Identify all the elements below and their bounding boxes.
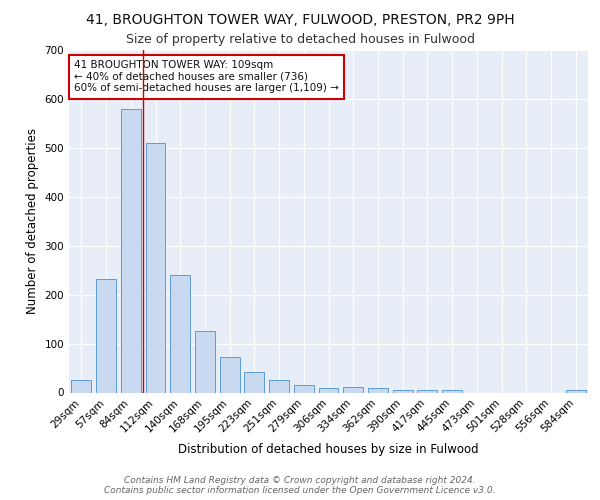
Bar [418, 390, 437, 392]
X-axis label: Distribution of detached houses by size in Fulwood: Distribution of detached houses by size … [178, 442, 479, 456]
Bar [96, 279, 116, 392]
Bar [393, 390, 413, 392]
Bar [343, 386, 363, 392]
Bar [71, 380, 91, 392]
Text: 41, BROUGHTON TOWER WAY, FULWOOD, PRESTON, PR2 9PH: 41, BROUGHTON TOWER WAY, FULWOOD, PRESTO… [86, 12, 514, 26]
Y-axis label: Number of detached properties: Number of detached properties [26, 128, 39, 314]
Text: Size of property relative to detached houses in Fulwood: Size of property relative to detached ho… [125, 32, 475, 46]
Bar [368, 388, 388, 392]
Bar [170, 275, 190, 392]
Text: 41 BROUGHTON TOWER WAY: 109sqm
← 40% of detached houses are smaller (736)
60% of: 41 BROUGHTON TOWER WAY: 109sqm ← 40% of … [74, 60, 339, 94]
Bar [195, 332, 215, 392]
Bar [269, 380, 289, 392]
Text: Contains HM Land Registry data © Crown copyright and database right 2024.
Contai: Contains HM Land Registry data © Crown c… [104, 476, 496, 495]
Bar [244, 372, 264, 392]
Bar [442, 390, 462, 392]
Bar [319, 388, 338, 392]
Bar [566, 390, 586, 392]
Bar [220, 358, 239, 392]
Bar [121, 108, 140, 393]
Bar [294, 385, 314, 392]
Bar [146, 143, 166, 392]
